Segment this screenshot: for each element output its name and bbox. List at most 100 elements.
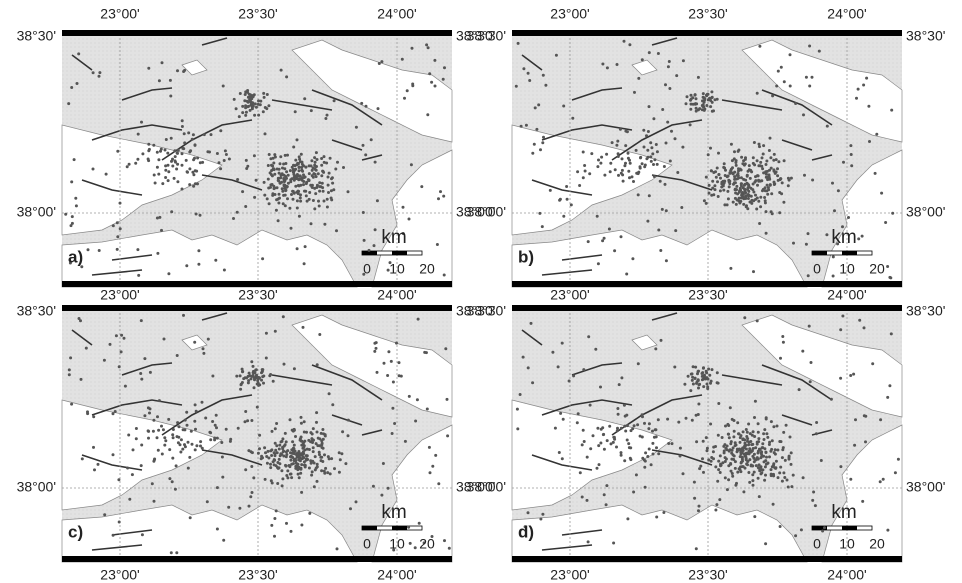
epicenter: [651, 452, 655, 456]
epicenter: [786, 184, 790, 188]
epicenter: [628, 161, 632, 165]
epicenter: [727, 180, 731, 184]
epicenter: [760, 450, 764, 454]
epicenter: [701, 439, 705, 443]
epicenter: [666, 120, 670, 124]
epicenter: [716, 195, 720, 198]
epicenter: [160, 228, 163, 232]
epicenter: [722, 449, 726, 453]
epicenter: [325, 113, 329, 117]
epicenter: [839, 376, 843, 380]
epicenter: [277, 201, 281, 205]
epicenter: [642, 128, 646, 132]
epicenters: [515, 314, 900, 551]
epicenter: [297, 214, 301, 218]
epicenter: [335, 229, 338, 233]
epicenter: [723, 203, 727, 207]
epicenter: [526, 511, 530, 515]
epicenter: [704, 175, 708, 179]
epicenter: [205, 500, 209, 504]
epicenter: [764, 416, 768, 420]
epicenter: [764, 459, 768, 463]
epicenter: [264, 356, 268, 360]
epicenter: [273, 153, 277, 157]
lon-label: 23°30': [688, 287, 727, 303]
epicenter: [426, 113, 430, 117]
epicenter: [741, 191, 744, 194]
scale-label: 20: [419, 536, 435, 552]
epicenter: [324, 466, 328, 470]
epicenter: [615, 429, 619, 433]
epicenter: [441, 77, 445, 81]
epicenter: [152, 499, 156, 503]
epicenter: [697, 383, 701, 387]
epicenter: [204, 416, 208, 420]
epicenter: [250, 465, 254, 468]
epicenter: [271, 156, 275, 160]
epicenter: [114, 334, 118, 338]
epicenter: [173, 155, 177, 159]
epicenter: [811, 498, 815, 502]
epicenter: [599, 385, 602, 389]
epicenter: [626, 517, 630, 521]
epicenter: [587, 335, 591, 339]
epicenter: [562, 214, 566, 218]
epicenter: [253, 371, 257, 375]
epicenter: [765, 432, 769, 436]
epicenter: [739, 168, 743, 172]
epicenter: [291, 189, 295, 193]
epicenter: [308, 511, 312, 515]
epicenter: [195, 444, 199, 448]
epicenter: [148, 411, 151, 415]
epicenter: [328, 156, 332, 160]
epicenter: [764, 163, 768, 166]
epicenter: [274, 464, 278, 468]
epicenter: [260, 454, 264, 458]
epicenter: [321, 189, 325, 193]
epicenter: [164, 164, 168, 168]
epicenter: [856, 87, 860, 91]
epicenter: [373, 228, 377, 232]
epicenter: [267, 456, 271, 460]
epicenter: [217, 161, 221, 165]
epicenter: [224, 153, 228, 156]
epicenter: [307, 197, 311, 201]
epicenter: [787, 178, 791, 182]
epicenter: [664, 259, 668, 263]
epicenter: [277, 447, 281, 451]
epicenter: [117, 478, 121, 482]
epicenter: [143, 414, 147, 418]
epicenter: [295, 206, 299, 210]
epicenter: [163, 148, 167, 152]
epicenter: [727, 185, 731, 189]
epicenter: [731, 474, 735, 478]
epicenter: [734, 159, 738, 163]
epicenter: [596, 262, 600, 266]
epicenter: [628, 456, 632, 460]
epicenter: [428, 471, 432, 475]
epicenter: [294, 184, 298, 188]
epicenter: [279, 173, 283, 177]
lat-label: 38°00': [456, 479, 495, 495]
epicenter: [875, 132, 879, 136]
epicenter: [181, 146, 185, 150]
epicenter: [639, 156, 642, 160]
epicenter: [774, 459, 778, 463]
epicenter: [728, 406, 732, 410]
epicenter: [728, 448, 732, 452]
epicenter: [602, 447, 606, 451]
epicenter: [256, 376, 260, 380]
epicenter: [746, 463, 749, 467]
epicenter: [636, 193, 640, 197]
epicenter: [198, 161, 202, 165]
epicenter: [250, 360, 254, 364]
epicenter: [689, 107, 693, 111]
epicenter: [442, 273, 446, 277]
epicenter: [262, 180, 266, 184]
epicenter: [619, 453, 623, 457]
epicenter: [267, 153, 271, 156]
epicenter: [249, 495, 253, 499]
epicenter: [141, 152, 145, 156]
epicenter: [808, 380, 812, 384]
epicenter: [416, 317, 420, 321]
